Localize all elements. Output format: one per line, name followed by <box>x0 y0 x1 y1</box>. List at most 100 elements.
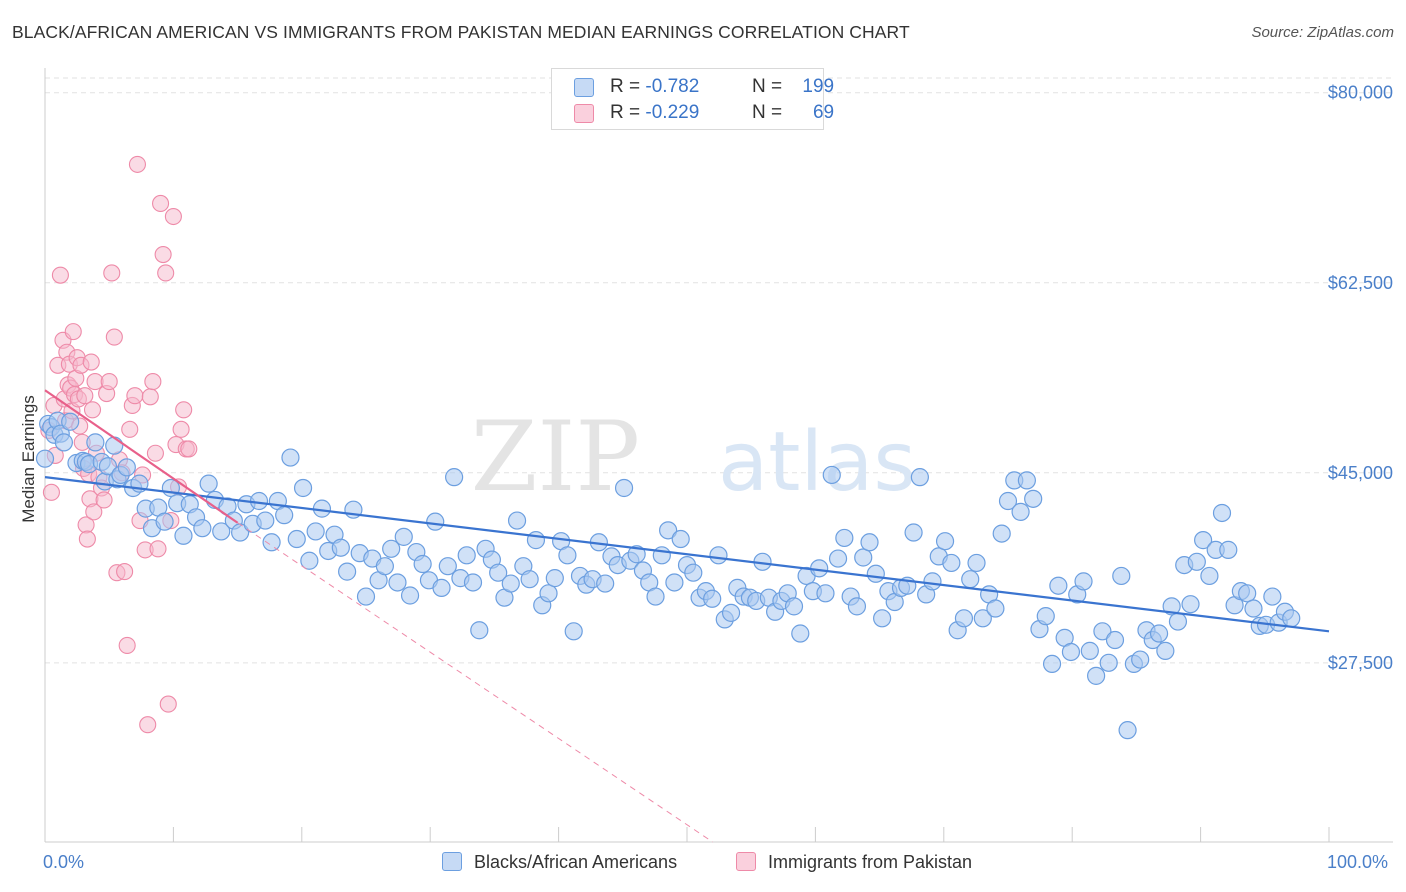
blacks-point <box>375 557 394 576</box>
blacks-point <box>212 522 231 541</box>
chart-source: Source: ZipAtlas.com <box>1251 24 1394 41</box>
blacks-point <box>1042 654 1062 674</box>
blacks-point <box>703 589 722 608</box>
blacks-point <box>1212 503 1232 523</box>
blacks-point <box>426 512 445 531</box>
legend-item-pakistan: Immigrants from Pakistan <box>736 852 972 876</box>
pakistan-point <box>76 387 94 405</box>
pakistan-point <box>78 530 96 548</box>
blacks-point <box>105 436 124 455</box>
blacks-point <box>1219 540 1238 559</box>
blacks-point <box>193 519 212 538</box>
blacks-point <box>791 624 810 643</box>
blacks-point <box>117 458 136 477</box>
pakistan-point <box>126 387 144 405</box>
blacks-point <box>432 578 451 597</box>
blacks-point <box>457 546 476 565</box>
blacks-point <box>596 574 615 593</box>
blacks-point <box>287 529 306 549</box>
blacks-point <box>684 563 703 582</box>
blacks-series <box>35 411 1301 740</box>
blacks-point <box>992 524 1011 543</box>
blacks-point <box>256 511 275 530</box>
blacks-point <box>445 468 464 487</box>
y-tick-label: $62,500 <box>1328 273 1393 293</box>
pakistan-point <box>141 388 159 406</box>
blacks-point <box>331 538 350 557</box>
pakistan-trend-extension <box>237 522 713 843</box>
chart-title: BLACK/AFRICAN AMERICAN VS IMMIGRANTS FRO… <box>12 22 910 42</box>
pakistan-point <box>180 440 198 458</box>
legend-item-blacks: Blacks/African Americans <box>442 852 677 876</box>
blacks-point <box>961 570 980 589</box>
blacks-point <box>564 622 583 641</box>
y-tick-label: $80,000 <box>1328 83 1393 103</box>
blacks-point <box>1244 599 1263 618</box>
blacks-point <box>174 526 193 545</box>
blacks-point <box>1156 641 1175 660</box>
blacks-point <box>998 491 1018 511</box>
blacks-point <box>1093 622 1112 641</box>
blacks-point <box>275 506 294 525</box>
pakistan-point <box>118 636 136 654</box>
blacks-point <box>1282 609 1301 628</box>
blacks-point <box>986 599 1005 618</box>
blacks-point <box>709 546 728 565</box>
blacks-point <box>54 433 73 452</box>
y-tick-label: $45,000 <box>1328 463 1393 483</box>
legend-r: R = -0.229 <box>610 102 700 123</box>
blacks-point <box>1017 471 1036 490</box>
pakistan-point <box>121 420 139 438</box>
trend-lines <box>44 389 1330 843</box>
blacks-point <box>539 584 558 603</box>
blacks-point <box>281 448 300 467</box>
blacks-point <box>1168 612 1188 631</box>
blacks-point <box>910 468 929 487</box>
blacks-point <box>854 548 873 567</box>
blacks-point <box>35 449 55 468</box>
watermark: ZIP atlas <box>471 401 916 513</box>
pakistan-point <box>85 503 103 521</box>
watermark-atlas: atlas <box>718 415 916 510</box>
pakistan-point <box>157 264 175 282</box>
blacks-point <box>520 570 539 589</box>
blacks-point <box>338 562 357 581</box>
legend-r: R = -0.782 <box>610 76 700 97</box>
blacks-point <box>1131 650 1150 669</box>
legend-swatch-pink <box>736 852 756 871</box>
blacks-point <box>646 587 665 606</box>
blacks-point <box>155 512 174 531</box>
pakistan-point <box>175 401 193 419</box>
pakistan-point <box>149 540 167 558</box>
blacks-point <box>463 573 483 592</box>
blacks-point <box>973 609 992 628</box>
blacks-point <box>199 474 218 493</box>
pakistan-point <box>42 483 60 501</box>
watermark-zip: ZIP <box>471 401 640 513</box>
blacks-point <box>400 586 420 605</box>
blacks-point <box>1200 566 1219 586</box>
pakistan-point <box>152 194 170 213</box>
blacks-point <box>526 531 546 550</box>
legend-swatch-pink <box>574 104 594 123</box>
blacks-point <box>1061 642 1081 662</box>
legend-n: N = 69 <box>752 102 835 123</box>
pakistan-point <box>103 264 121 282</box>
pakistan-point <box>82 353 100 371</box>
blacks-point <box>1099 653 1118 672</box>
blacks-point <box>1187 552 1206 571</box>
blacks-point <box>262 533 281 552</box>
blacks-point <box>665 573 684 592</box>
blacks-point <box>967 553 986 573</box>
blacks-point <box>470 621 489 640</box>
pakistan-trend-line <box>44 389 239 524</box>
pakistan-point <box>164 207 182 226</box>
blacks-point <box>904 523 923 542</box>
blacks-point <box>835 528 854 548</box>
blacks-point <box>1149 624 1169 643</box>
legend-label-blacks: Blacks/African Americans <box>474 852 678 872</box>
blacks-point <box>1105 630 1125 650</box>
blacks-point <box>61 412 80 431</box>
blacks-point <box>438 557 457 576</box>
